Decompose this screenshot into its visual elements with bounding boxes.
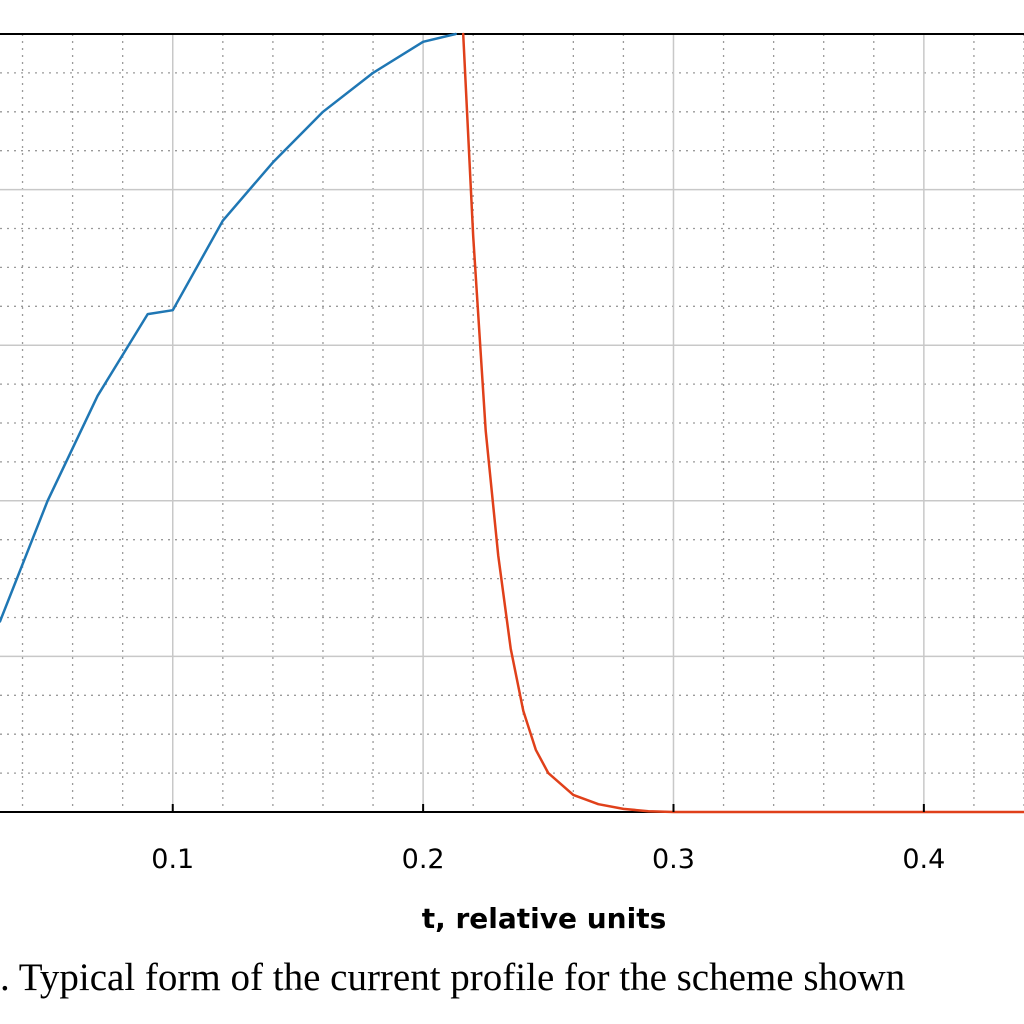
- series-lines: [0, 32, 1024, 814]
- major-grid: [0, 34, 1024, 812]
- x-tick-label: 0.2: [402, 844, 445, 875]
- series-line-1: [0, 32, 457, 623]
- x-tick-label: 0.1: [151, 844, 194, 875]
- x-axis-ticks: 0.1 0.2 0.3 0.4: [151, 804, 945, 875]
- x-tick-label: 0.4: [902, 844, 945, 875]
- minor-grid: [0, 34, 1024, 812]
- series-line-2: [461, 32, 1024, 814]
- figure-caption: . Typical form of the current profile fo…: [0, 956, 906, 999]
- x-axis-title: t, relative units: [422, 902, 667, 935]
- x-tick-label: 0.3: [652, 844, 695, 875]
